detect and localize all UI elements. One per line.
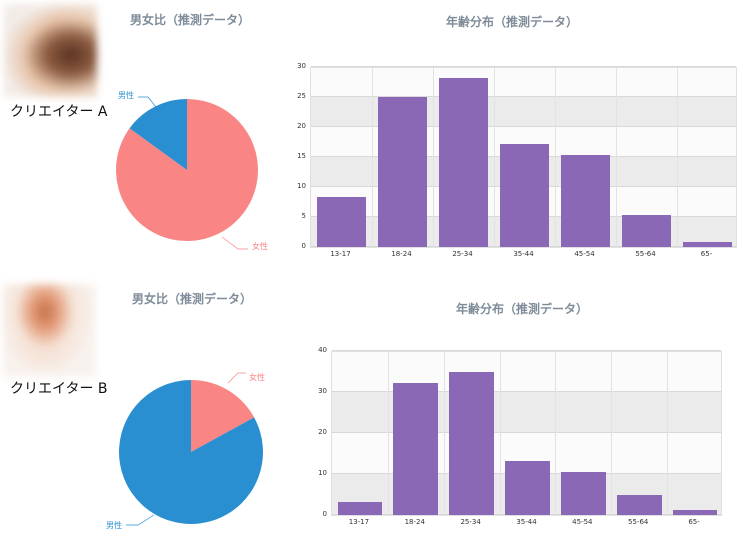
male-slice-b <box>119 380 263 524</box>
grid-line-vertical <box>433 68 434 247</box>
pie-a-slices <box>116 99 258 241</box>
age-chart-title-b: 年齢分布（推測データ） <box>456 302 589 316</box>
y-tick-label: 5 <box>301 212 306 220</box>
male-slice-a <box>129 99 187 170</box>
bar-35-44 <box>500 143 549 247</box>
grid-line-vertical <box>372 68 373 247</box>
grid-line-vertical <box>667 352 669 515</box>
age-bar-chart-a: 0 5 10 15 20 25 30 13-17 18-24 25-34 35-44 45-54 55… <box>290 60 750 260</box>
y-tick-label: 15 <box>297 152 306 160</box>
female-leader-line-a <box>221 236 248 250</box>
bar-45-54 <box>561 155 610 247</box>
bar-18-24 <box>378 97 427 247</box>
x-tick-label: 65- <box>700 250 713 258</box>
male-label-b: 男性 <box>106 521 122 530</box>
gender-chart-title-a: 男女比（推測データ） <box>130 13 251 27</box>
gender-pie-b <box>119 372 263 526</box>
y-tick-label: 30 <box>297 62 306 70</box>
bar-45-54 <box>561 471 606 515</box>
plot-area-b <box>331 350 722 516</box>
y-tick-label: 25 <box>297 92 306 100</box>
plot-area-a <box>310 66 737 248</box>
female-slice-b <box>191 380 255 452</box>
female-leader-line-b <box>227 372 246 384</box>
y-tick-label: 10 <box>297 182 306 190</box>
x-tick-label: 55-64 <box>635 250 656 258</box>
grid-line-vertical <box>387 352 389 515</box>
grid-line <box>311 66 736 67</box>
female-label-a: 女性 <box>252 242 268 251</box>
bar-35-44 <box>505 460 550 515</box>
gender-chart-title-b: 男女比（推測データ） <box>132 292 253 306</box>
x-tick-label: 13-17 <box>330 250 351 258</box>
grid-line-vertical <box>677 68 678 247</box>
x-tick-label: 45-54 <box>572 518 593 526</box>
age-chart-title-a: 年齢分布（推測データ） <box>446 15 579 29</box>
x-tick-label: 18-24 <box>404 518 425 526</box>
bar-25-34 <box>449 371 494 515</box>
grid-line-vertical <box>443 352 445 515</box>
grid-line-vertical <box>494 68 495 247</box>
male-leader-line-a <box>138 96 157 108</box>
x-tick-label: 55-64 <box>628 518 649 526</box>
x-tick-label: 13-17 <box>348 518 370 526</box>
creator-a-name: クリエイター A <box>10 104 108 120</box>
bar-65- <box>672 509 718 515</box>
y-tick-label: 0 <box>322 510 327 518</box>
age-bar-chart-b: 0 10 20 30 40 13-17 18-24 25-34 35-44 45-54 55-64… <box>300 340 750 540</box>
grid-band <box>311 97 736 127</box>
bar-55-64 <box>616 494 662 515</box>
grid-line <box>311 96 736 97</box>
x-tick-label: 25-34 <box>460 518 481 526</box>
bar-13-17 <box>317 197 366 247</box>
x-tick-label: 18-24 <box>391 250 412 258</box>
y-tick-label: 0 <box>301 242 306 250</box>
x-tick-label: 35-44 <box>516 518 537 526</box>
creator-a-avatar <box>4 4 97 97</box>
grid-line <box>332 391 721 392</box>
grid-line-vertical <box>555 68 556 247</box>
y-tick-label: 30 <box>318 387 327 395</box>
x-tick-label: 65- <box>688 518 700 526</box>
x-tick-label: 45-54 <box>574 250 595 258</box>
x-tick-label: 25-34 <box>452 250 473 258</box>
y-tick-label: 10 <box>318 469 327 477</box>
gender-pie-a <box>116 96 258 250</box>
male-leader-line-b <box>126 514 155 526</box>
grid-line <box>332 350 721 351</box>
grid-line <box>332 432 721 433</box>
grid-line-vertical <box>611 352 613 515</box>
y-tick-label: 20 <box>318 428 327 436</box>
y-tick-label: 40 <box>318 346 327 354</box>
grid-band <box>332 392 721 433</box>
bar-65- <box>683 242 732 247</box>
y-tick-label: 20 <box>297 122 306 130</box>
bar-25-34 <box>439 77 488 247</box>
x-tick-label: 35-44 <box>513 250 534 258</box>
bar-55-64 <box>622 215 671 247</box>
bar-13-17 <box>337 501 383 515</box>
male-label-a: 男性 <box>118 91 134 100</box>
grid-line-vertical <box>616 68 617 247</box>
bar-18-24 <box>393 382 439 515</box>
creator-b-avatar <box>3 284 96 377</box>
female-label-b: 女性 <box>249 373 265 382</box>
creator-b-name: クリエイター B <box>10 381 108 397</box>
grid-line-vertical <box>499 352 501 515</box>
grid-line-vertical <box>555 352 557 515</box>
grid-line <box>311 126 736 127</box>
pie-b-slices <box>119 380 263 524</box>
